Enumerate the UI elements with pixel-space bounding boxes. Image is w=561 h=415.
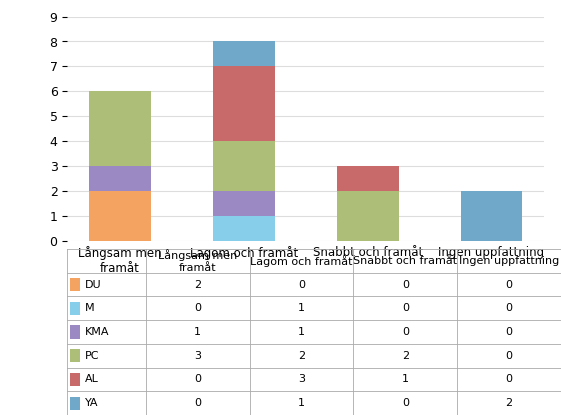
Text: 2: 2 bbox=[402, 351, 409, 361]
Bar bbox=[89, 91, 151, 166]
Text: 1: 1 bbox=[298, 303, 305, 313]
Text: 2: 2 bbox=[298, 351, 305, 361]
Bar bbox=[89, 166, 151, 191]
Bar bbox=[213, 66, 275, 141]
FancyBboxPatch shape bbox=[70, 349, 80, 362]
Text: Snabbt och framåt: Snabbt och framåt bbox=[353, 256, 457, 266]
Text: 3: 3 bbox=[194, 351, 201, 361]
Text: KMA: KMA bbox=[85, 327, 109, 337]
Text: 2: 2 bbox=[505, 398, 513, 408]
Text: Långsam men
framåt: Långsam men framåt bbox=[158, 249, 237, 273]
Text: 0: 0 bbox=[194, 303, 201, 313]
Text: Ingen uppfattning: Ingen uppfattning bbox=[459, 256, 559, 266]
Text: 0: 0 bbox=[298, 280, 305, 290]
FancyBboxPatch shape bbox=[70, 373, 80, 386]
Text: 0: 0 bbox=[402, 327, 409, 337]
FancyBboxPatch shape bbox=[70, 302, 80, 315]
Text: 0: 0 bbox=[402, 303, 409, 313]
Bar bbox=[337, 191, 399, 241]
FancyBboxPatch shape bbox=[70, 278, 80, 291]
Text: 0: 0 bbox=[194, 398, 201, 408]
Text: YA: YA bbox=[85, 398, 98, 408]
Text: 0: 0 bbox=[505, 327, 513, 337]
Text: 0: 0 bbox=[505, 280, 513, 290]
Bar bbox=[213, 42, 275, 66]
Text: 1: 1 bbox=[298, 398, 305, 408]
Text: M: M bbox=[85, 303, 94, 313]
Text: 0: 0 bbox=[402, 398, 409, 408]
Text: 1: 1 bbox=[402, 374, 409, 384]
Text: 1: 1 bbox=[298, 327, 305, 337]
Text: 0: 0 bbox=[505, 374, 513, 384]
Text: 0: 0 bbox=[194, 374, 201, 384]
FancyBboxPatch shape bbox=[70, 397, 80, 410]
Text: 1: 1 bbox=[194, 327, 201, 337]
Text: Lagom och framåt: Lagom och framåt bbox=[250, 255, 353, 267]
Text: PC: PC bbox=[85, 351, 99, 361]
Text: 0: 0 bbox=[505, 303, 513, 313]
Bar bbox=[89, 191, 151, 241]
Text: DU: DU bbox=[85, 280, 102, 290]
Text: 2: 2 bbox=[194, 280, 201, 290]
Text: 0: 0 bbox=[402, 280, 409, 290]
Bar bbox=[213, 191, 275, 216]
Text: AL: AL bbox=[85, 374, 99, 384]
Bar bbox=[337, 166, 399, 191]
Text: 3: 3 bbox=[298, 374, 305, 384]
FancyBboxPatch shape bbox=[70, 325, 80, 339]
Text: 0: 0 bbox=[505, 351, 513, 361]
Bar bbox=[461, 191, 522, 241]
Bar bbox=[213, 216, 275, 241]
Bar bbox=[213, 141, 275, 191]
